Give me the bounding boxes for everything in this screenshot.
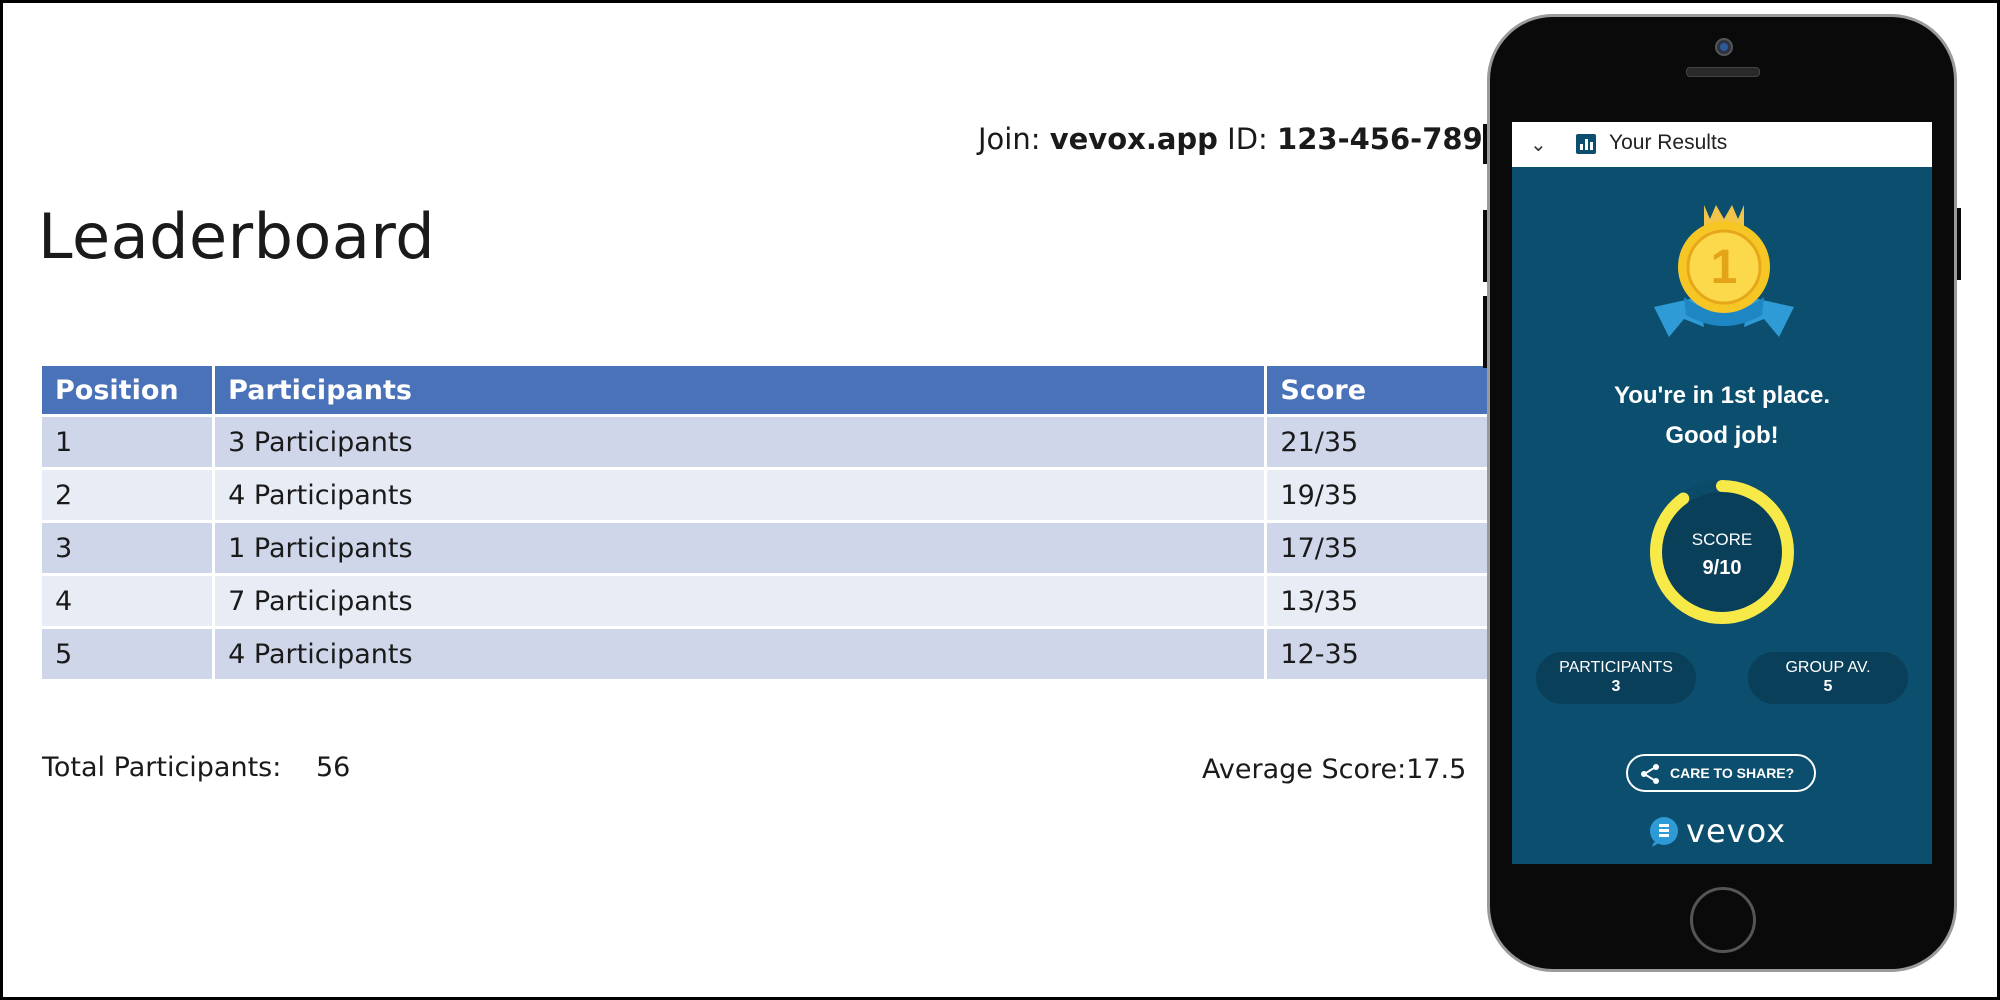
group-average-value: 5 (1823, 678, 1833, 695)
score-cell: 17/35 (1265, 521, 1492, 576)
share-button-label: CARE TO SHARE? (1670, 765, 1795, 781)
phone-power-button (1956, 208, 1961, 280)
position-cell: 3 (42, 521, 216, 576)
session-id: 123-456-789 (1277, 122, 1483, 156)
score-cell: 12-35 (1265, 627, 1492, 682)
score-ring (1650, 480, 1794, 624)
medal-rank: 1 (1711, 241, 1738, 294)
position-cell: 5 (42, 627, 216, 682)
vevox-logo-icon (1650, 817, 1678, 847)
table-header-row: Position Participants Score (42, 366, 1492, 417)
score-value: 9/10 (1702, 557, 1742, 579)
share-icon (1641, 764, 1659, 784)
participants-cell: 3 Participants (213, 415, 1268, 470)
first-place-medal-icon: 1 (1654, 205, 1794, 337)
page-title: Leaderboard (38, 200, 436, 273)
participants-cell: 7 Participants (213, 574, 1268, 629)
total-participants-value: 56 (316, 752, 351, 783)
table-row: 4 7 Participants 13/35 (42, 574, 1492, 629)
table-row: 3 1 Participants 17/35 (42, 521, 1492, 576)
score-cell: 21/35 (1265, 415, 1492, 470)
participants-cell: 1 Participants (213, 521, 1268, 576)
chevron-down-icon[interactable]: ⌄ (1530, 134, 1547, 156)
leaderboard-table: Position Participants Score 1 3 Particip… (42, 366, 1492, 682)
results-header: ⌄ Your Results (1512, 122, 1932, 167)
vevox-logo-text: vevox (1686, 812, 1787, 850)
participants-cell: 4 Participants (213, 468, 1268, 523)
column-header-position: Position (42, 366, 216, 417)
position-cell: 4 (42, 574, 216, 629)
table-row: 5 4 Participants 12-35 (42, 627, 1492, 682)
join-label: Join: (978, 122, 1041, 156)
front-camera-icon (1715, 38, 1733, 56)
results-title: Your Results (1609, 131, 1728, 154)
phone-screen: ⌄ Your Results 1 You're in 1st place. Go… (1512, 122, 1932, 864)
earpiece-speaker (1686, 67, 1760, 77)
score-cell: 13/35 (1265, 574, 1492, 629)
placement-message: You're in 1st place. (1614, 382, 1830, 409)
id-label: ID: (1227, 122, 1268, 156)
encouragement-message: Good job! (1665, 422, 1779, 449)
table-row: 1 3 Participants 21/35 (42, 415, 1492, 470)
score-cell: 19/35 (1265, 468, 1492, 523)
score-progress-arc (1650, 480, 1794, 624)
group-average-label: GROUP AV. (1785, 659, 1871, 676)
bar-chart-icon (1576, 134, 1596, 154)
phone-mute-switch (1483, 124, 1488, 164)
participants-stat: PARTICIPANTS 3 (1536, 652, 1696, 704)
join-info: Join: vevox.app ID: 123-456-789 (978, 122, 1483, 156)
table-row: 2 4 Participants 19/35 (42, 468, 1492, 523)
column-header-participants: Participants (213, 366, 1268, 417)
phone-volume-up-button (1483, 210, 1488, 282)
participants-stat-label: PARTICIPANTS (1559, 659, 1673, 676)
average-score: Average Score:17.5 (1202, 754, 1467, 785)
participants-cell: 4 Participants (213, 627, 1268, 682)
position-cell: 1 (42, 415, 216, 470)
group-average-stat: GROUP AV. 5 (1748, 652, 1908, 704)
home-button[interactable] (1690, 887, 1756, 953)
total-participants-label: Total Participants: (42, 752, 282, 783)
phone-volume-down-button (1483, 296, 1488, 368)
participants-stat-value: 3 (1611, 678, 1621, 695)
column-header-score: Score (1265, 366, 1492, 417)
share-button[interactable]: CARE TO SHARE? (1626, 754, 1816, 792)
vevox-logo: vevox (1648, 812, 1808, 850)
join-site: vevox.app (1049, 122, 1218, 156)
position-cell: 2 (42, 468, 216, 523)
score-label: SCORE (1691, 530, 1753, 549)
